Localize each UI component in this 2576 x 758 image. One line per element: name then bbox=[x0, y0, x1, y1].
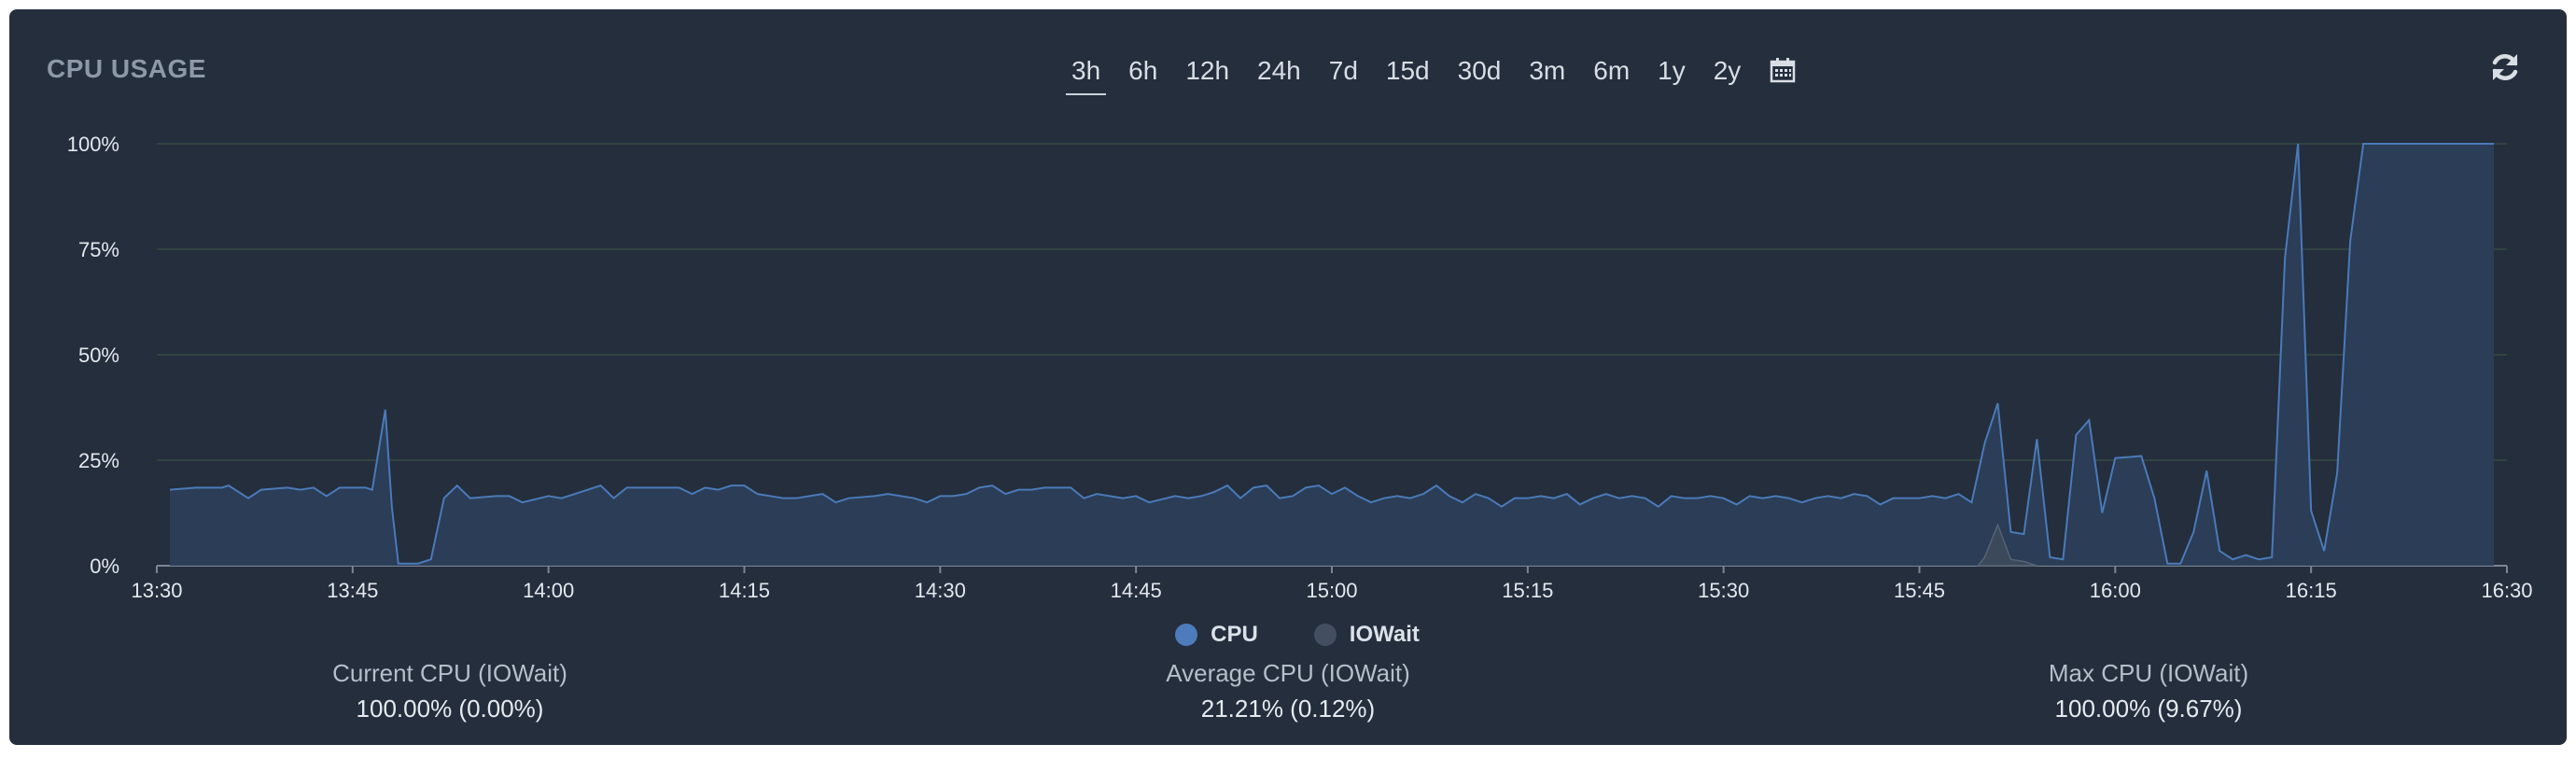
x-tick-label: 16:00 bbox=[2090, 579, 2141, 602]
stat-max-label: Max CPU (IOWait) bbox=[2048, 659, 2249, 687]
x-tick-label: 14:00 bbox=[523, 579, 574, 602]
range-3m[interactable]: 3m bbox=[1529, 56, 1566, 85]
calendar-icon[interactable] bbox=[1769, 56, 1797, 84]
y-tick-label: 0% bbox=[90, 554, 119, 578]
range-3h[interactable]: 3h bbox=[1065, 54, 1107, 95]
chart-legend: CPU IOWait bbox=[9, 622, 2567, 648]
stat-current-label: Current CPU (IOWait) bbox=[332, 659, 567, 687]
legend-iowait[interactable]: IOWait bbox=[1313, 622, 1420, 648]
x-tick-label: 16:30 bbox=[2481, 579, 2532, 602]
x-tick-label: 13:45 bbox=[327, 579, 378, 602]
range-12h[interactable]: 12h bbox=[1185, 56, 1230, 85]
range-2y[interactable]: 2y bbox=[1713, 56, 1742, 85]
cpu-usage-chart: 0% 25% 50% 75% 100% 13:30 13:45 14:00 14:15 14:30… bbox=[67, 133, 2533, 602]
legend-cpu-label: CPU bbox=[1211, 622, 1258, 647]
legend-iowait-label: IOWait bbox=[1349, 622, 1420, 647]
range-7d[interactable]: 7d bbox=[1328, 56, 1358, 85]
y-tick-label: 25% bbox=[78, 449, 119, 472]
stat-average-label: Average CPU (IOWait) bbox=[1166, 659, 1410, 687]
x-tick-label: 14:45 bbox=[1111, 579, 1162, 602]
cpu-series-line bbox=[169, 143, 2495, 565]
y-tick-label: 75% bbox=[78, 238, 119, 261]
legend-cpu[interactable]: CPU bbox=[1175, 622, 1258, 648]
range-6m[interactable]: 6m bbox=[1593, 56, 1631, 85]
cpu-usage-panel: CPU USAGE 3h 6h 12h 24h 7d 15d 30d 3m 6m… bbox=[9, 9, 2567, 745]
stat-max-value: 100.00% (9.67%) bbox=[2054, 695, 2243, 723]
time-range-selector: 3h 6h 12h 24h 7d 15d 30d 3m 6m 1y 2y bbox=[1065, 54, 1797, 95]
iowait-series-area bbox=[1976, 523, 2037, 567]
x-tick-label: 15:45 bbox=[1894, 579, 1945, 602]
range-15d[interactable]: 15d bbox=[1385, 56, 1430, 85]
range-24h[interactable]: 24h bbox=[1257, 56, 1301, 85]
stat-average-value: 21.21% (0.12%) bbox=[1200, 695, 1376, 723]
iowait-color-swatch bbox=[1313, 624, 1337, 646]
range-1y[interactable]: 1y bbox=[1658, 56, 1686, 85]
x-tick-label: 13:30 bbox=[131, 579, 182, 602]
x-tick-label: 14:15 bbox=[719, 579, 770, 602]
refresh-icon[interactable] bbox=[2488, 50, 2522, 84]
range-30d[interactable]: 30d bbox=[1457, 56, 1502, 85]
stat-current: Current CPU (IOWait) 100.00% (0.00%) bbox=[170, 655, 730, 726]
x-tick-label: 15:00 bbox=[1306, 579, 1357, 602]
y-tick-label: 100% bbox=[67, 133, 119, 156]
range-6h[interactable]: 6h bbox=[1128, 56, 1158, 85]
x-tick-label: 16:15 bbox=[2286, 579, 2337, 602]
cpu-color-swatch bbox=[1175, 624, 1198, 646]
x-tick-label: 15:30 bbox=[1698, 579, 1749, 602]
panel-title: CPU USAGE bbox=[47, 54, 206, 83]
stat-current-value: 100.00% (0.00%) bbox=[356, 695, 544, 723]
x-tick-label: 15:15 bbox=[1502, 579, 1553, 602]
stat-average: Average CPU (IOWait) 21.21% (0.12%) bbox=[1008, 655, 1568, 726]
stat-max: Max CPU (IOWait) 100.00% (9.67%) bbox=[1869, 655, 2429, 726]
y-tick-label: 50% bbox=[78, 344, 119, 367]
x-tick-label: 14:30 bbox=[915, 579, 966, 602]
